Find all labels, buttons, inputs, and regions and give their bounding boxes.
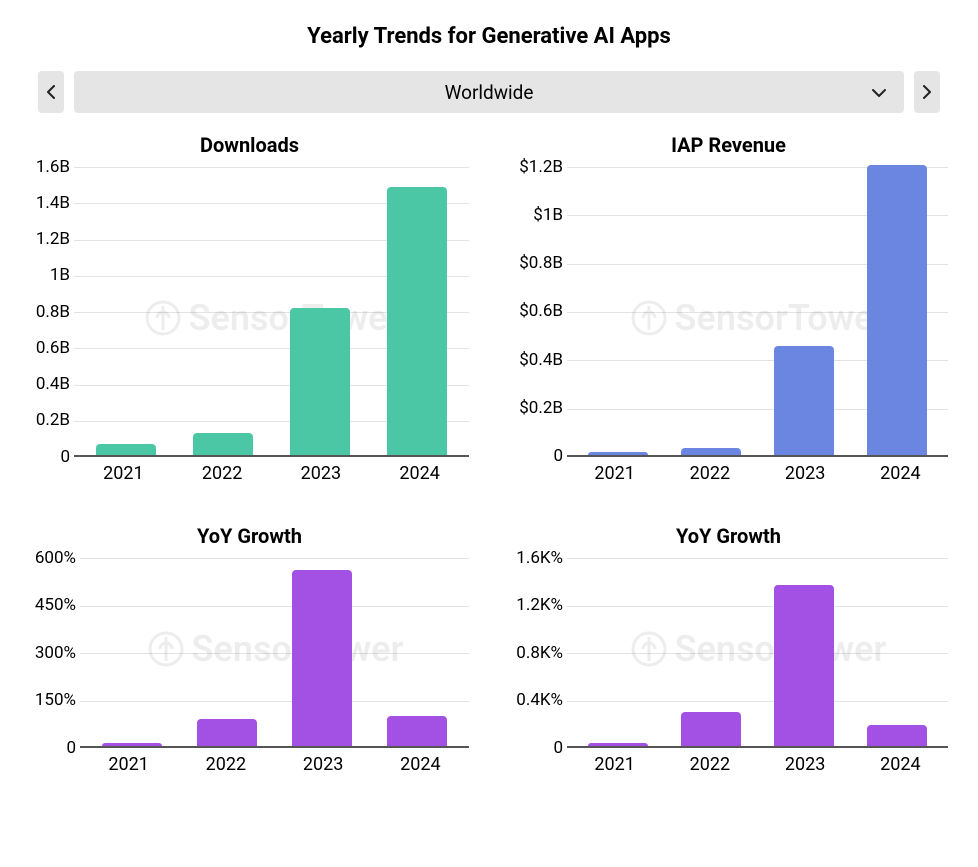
x-tick: 2023: [758, 754, 853, 775]
x-tick: 2022: [177, 754, 274, 775]
y-tick: 1.2B: [36, 231, 70, 248]
plot-area: 600%450%300%150%0SensorTower: [30, 558, 469, 748]
chevron-left-icon: [46, 85, 56, 99]
y-axis: 1.6K% 1.2K% 0.8K% 0.4K% 0: [509, 550, 567, 757]
bar: [292, 570, 352, 746]
y-tick: 0.4B: [36, 376, 70, 393]
chevron-right-icon: [922, 85, 932, 99]
y-tick: $0.4B: [519, 352, 563, 369]
y-tick: 300%: [35, 645, 76, 662]
x-tick: 2024: [853, 754, 948, 775]
x-tick: 2023: [275, 754, 372, 775]
region-select[interactable]: Worldwide: [74, 71, 904, 113]
x-tick: 2022: [662, 463, 757, 484]
bar: [387, 187, 447, 455]
chart-yoy-revenue: YoY Growth 1.6K% 1.2K% 0.8K% 0.4K% 0SensorTow…: [509, 524, 948, 775]
chevron-down-icon: [872, 83, 886, 102]
bar: [774, 346, 834, 455]
x-tick: 2021: [80, 754, 177, 775]
chart-title: Downloads: [30, 133, 469, 157]
chart-title: IAP Revenue: [509, 133, 948, 157]
chart-downloads: Downloads 1.6B 1.4B 1.2B 1B 0.8B 0.6B 0.4B 0.2B 0…: [30, 133, 469, 484]
bars-row: [567, 558, 948, 746]
bar: [102, 743, 162, 746]
y-tick: 0: [66, 740, 76, 757]
y-tick: $0.2B: [519, 400, 563, 417]
y-axis: 1.6B 1.4B 1.2B 1B 0.8B 0.6B 0.4B 0.2B 0: [30, 159, 74, 466]
plot-area: $1.2B$1B$0.8B$0.6B$0.4B$0.2B0SensorTower: [509, 167, 948, 457]
bar: [96, 444, 156, 455]
y-tick: 1.2K%: [516, 597, 563, 614]
bar: [193, 433, 253, 455]
bar: [681, 712, 741, 746]
y-axis: 600% 450% 300% 150% 0: [30, 550, 80, 757]
y-tick: 0.2B: [36, 412, 70, 429]
y-axis: $1.2B $1B $0.8B $0.6B $0.4B $0.2B 0: [509, 159, 567, 466]
x-tick: 2021: [74, 463, 173, 484]
x-axis: 2021202220232024: [567, 463, 948, 484]
charts-grid: Downloads 1.6B 1.4B 1.2B 1B 0.8B 0.6B 0.4B 0.2B 0…: [0, 133, 978, 775]
y-tick: 450%: [35, 597, 76, 614]
bar: [867, 165, 927, 455]
x-tick: 2022: [173, 463, 272, 484]
y-tick: 0: [553, 448, 563, 465]
chart-title: YoY Growth: [509, 524, 948, 548]
bar: [387, 716, 447, 746]
y-tick: 0.6B: [36, 340, 70, 357]
grid-bars: SensorTower: [80, 558, 469, 748]
y-tick: 0.8K%: [516, 645, 563, 662]
y-tick: 150%: [35, 692, 76, 709]
y-tick: 600%: [35, 550, 76, 567]
bars-row: [80, 558, 469, 746]
y-tick: 1.6B: [36, 159, 70, 176]
bars-row: [567, 167, 948, 455]
bar: [197, 719, 257, 746]
grid-bars: SensorTower: [74, 167, 469, 457]
grid-bars: SensorTower: [567, 558, 948, 748]
x-tick: 2024: [853, 463, 948, 484]
bar: [588, 743, 648, 746]
region-selector-row: Worldwide: [0, 71, 978, 113]
next-region-button[interactable]: [914, 71, 940, 113]
y-tick: $1B: [533, 207, 563, 224]
bar: [290, 308, 350, 455]
bar: [681, 448, 741, 455]
y-tick: 0.4K%: [516, 692, 563, 709]
prev-region-button[interactable]: [38, 71, 64, 113]
x-axis: 2021202220232024: [567, 754, 948, 775]
x-axis: 2021202220232024: [80, 754, 469, 775]
bars-row: [74, 167, 469, 455]
y-tick: 0: [553, 740, 563, 757]
chart-title: YoY Growth: [30, 524, 469, 548]
x-tick: 2024: [370, 463, 469, 484]
x-axis: 2021202220232024: [74, 463, 469, 484]
y-tick: 1.6K%: [516, 550, 563, 567]
page-title: Yearly Trends for Generative AI Apps: [0, 0, 978, 71]
bar: [774, 585, 834, 747]
bar: [867, 725, 927, 746]
y-tick: 0: [60, 449, 70, 466]
x-tick: 2023: [272, 463, 371, 484]
y-tick: 1.4B: [36, 195, 70, 212]
x-tick: 2021: [567, 463, 662, 484]
plot-area: 1.6B1.4B1.2B1B0.8B0.6B0.4B0.2B0SensorTow…: [30, 167, 469, 457]
x-tick: 2023: [758, 463, 853, 484]
grid-bars: SensorTower: [567, 167, 948, 457]
x-tick: 2021: [567, 754, 662, 775]
region-select-label: Worldwide: [445, 81, 534, 104]
y-tick: 0.8B: [36, 304, 70, 321]
y-tick: $0.8B: [519, 255, 563, 272]
chart-iap-revenue: IAP Revenue $1.2B $1B $0.8B $0.6B $0.4B $0.2B 0…: [509, 133, 948, 484]
y-tick: $1.2B: [519, 159, 563, 176]
x-tick: 2024: [372, 754, 469, 775]
y-tick: $0.6B: [519, 303, 563, 320]
y-tick: 1B: [50, 267, 70, 284]
plot-area: 1.6K%1.2K%0.8K%0.4K%0SensorTower: [509, 558, 948, 748]
bar: [588, 452, 648, 455]
x-tick: 2022: [662, 754, 757, 775]
chart-yoy-downloads: YoY Growth 600% 450% 300% 150% 0SensorTower 20…: [30, 524, 469, 775]
